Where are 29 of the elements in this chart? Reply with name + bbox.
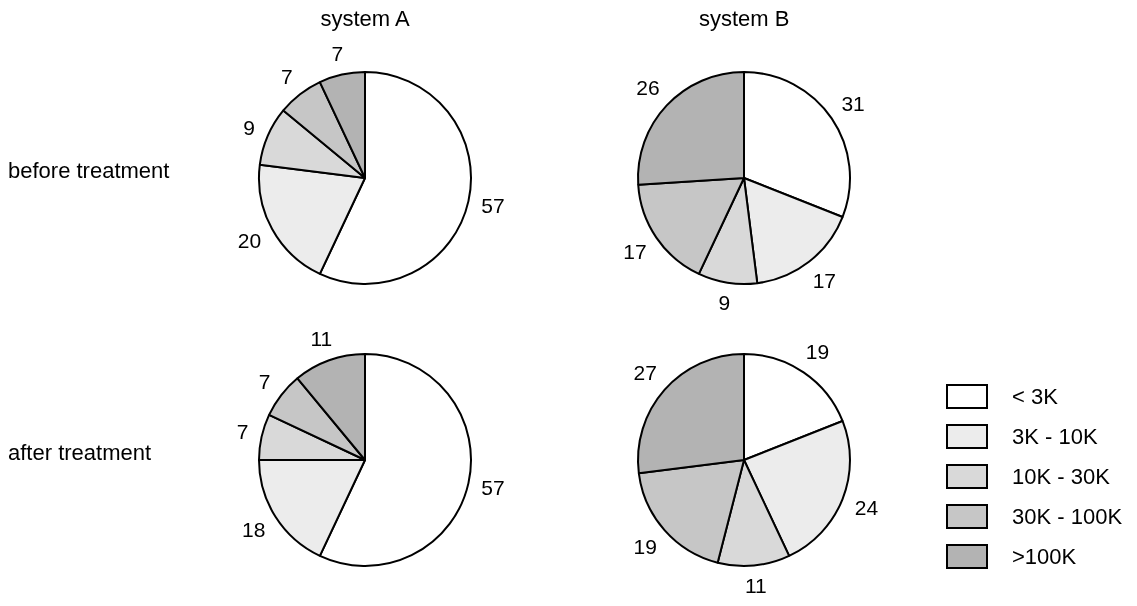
data-label: 9 <box>718 290 731 314</box>
chart-title: system B <box>699 6 790 32</box>
text: before treatment <box>8 158 170 184</box>
data-label: 57 <box>481 194 505 218</box>
data-label: 19 <box>805 339 830 363</box>
data-label: 57 <box>481 476 505 500</box>
legend-label: 30K - 100K <box>1012 503 1123 530</box>
data-label: 7 <box>281 65 293 89</box>
legend-label: >100K <box>1012 543 1077 570</box>
data-label: 7 <box>236 420 249 444</box>
data-label: 7 <box>331 42 344 66</box>
data-label: 9 <box>243 115 255 139</box>
chart-title: system A <box>320 6 410 32</box>
data-label: 18 <box>241 518 266 542</box>
data-label: 24 <box>854 496 879 520</box>
legend-label: 10K - 30K <box>1012 463 1110 490</box>
data-label: 11 <box>745 573 767 597</box>
data-label: 19 <box>633 534 657 558</box>
data-label: 11 <box>310 326 333 350</box>
legend-label: 3K - 10K <box>1012 423 1098 450</box>
legend-label: < 3K <box>1012 383 1058 410</box>
data-label: 31 <box>841 91 865 115</box>
text: after treatment <box>8 440 152 466</box>
data-label: 20 <box>237 229 262 253</box>
data-label: 17 <box>623 239 647 263</box>
data-label: 17 <box>812 269 837 293</box>
data-label: 26 <box>636 75 660 99</box>
data-label: 7 <box>258 369 271 393</box>
data-label: 27 <box>633 360 657 384</box>
